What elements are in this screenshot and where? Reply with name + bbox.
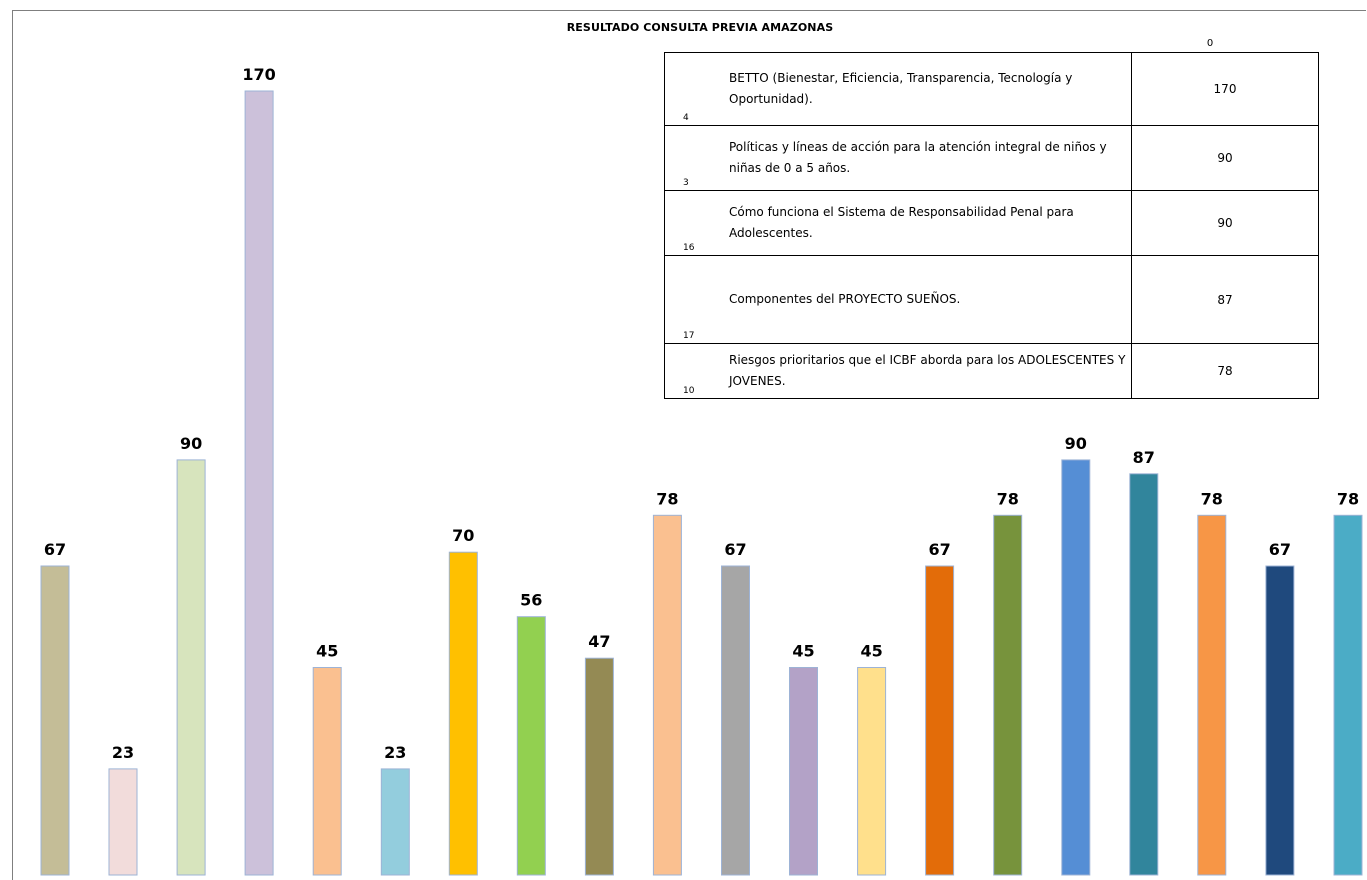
- row-id: 10: [664, 343, 727, 399]
- bar-19: [1265, 565, 1295, 876]
- row-topic: Políticas y líneas de acción para la ate…: [727, 125, 1132, 191]
- row-value: 87: [1131, 255, 1319, 344]
- bar-13-value-label: 45: [860, 642, 882, 661]
- table-row: 16 Cómo funciona el Sistema de Responsabi…: [664, 190, 1319, 256]
- bar-3: [176, 459, 206, 876]
- row-topic: Componentes del PROYECTO SUEÑOS.: [727, 255, 1132, 344]
- bar-17-value-label: 87: [1133, 448, 1155, 467]
- bar-6-value-label: 23: [384, 743, 406, 762]
- bar-14-value-label: 67: [928, 540, 950, 559]
- bar-16-value-label: 90: [1065, 434, 1087, 453]
- topics-table: 4 BETTO (Bienestar, Eficiencia, Transpare…: [664, 52, 1319, 399]
- bar-9-value-label: 47: [588, 632, 610, 651]
- bar-16: [1061, 459, 1091, 876]
- bar-10-value-label: 78: [656, 489, 678, 508]
- bar-20-value-label: 78: [1337, 489, 1359, 508]
- row-topic: Riesgos prioritarios que el ICBF aborda …: [727, 343, 1132, 399]
- table-row: 4 BETTO (Bienestar, Eficiencia, Transpare…: [664, 52, 1319, 126]
- table-header-value: 0: [1206, 38, 1214, 49]
- row-value: 90: [1131, 190, 1319, 256]
- bar-19-value-label: 67: [1269, 540, 1291, 559]
- bar-14: [925, 565, 955, 876]
- bar-15: [993, 514, 1023, 876]
- row-topic: BETTO (Bienestar, Eficiencia, Transparen…: [727, 52, 1132, 126]
- bar-6: [380, 768, 410, 876]
- row-id: 16: [664, 190, 727, 256]
- bar-4: [244, 90, 274, 876]
- bar-18-value-label: 78: [1201, 489, 1223, 508]
- bar-2: [108, 768, 138, 876]
- bar-17: [1129, 473, 1159, 876]
- row-id: 17: [664, 255, 727, 344]
- row-value: 170: [1131, 52, 1319, 126]
- bar-3-value-label: 90: [180, 434, 202, 453]
- bar-12: [789, 667, 818, 876]
- bar-13: [857, 667, 887, 876]
- bar-1: [40, 565, 70, 876]
- bar-15-value-label: 78: [997, 489, 1019, 508]
- bar-8-value-label: 56: [520, 591, 542, 610]
- bar-12-value-label: 45: [792, 642, 814, 661]
- table-row: 3 Políticas y líneas de acción para la at…: [664, 125, 1319, 191]
- bar-18: [1197, 514, 1227, 876]
- bar-2-value-label: 23: [112, 743, 134, 762]
- bar-20: [1333, 514, 1363, 876]
- table-row: 17 Componentes del PROYECTO SUEÑOS. 87: [664, 255, 1319, 344]
- bar-5-value-label: 45: [316, 642, 338, 661]
- bar-8: [516, 616, 546, 876]
- bar-11-value-label: 67: [724, 540, 746, 559]
- row-id: 4: [664, 52, 727, 126]
- bar-10: [652, 514, 682, 876]
- bar-1-value-label: 67: [44, 540, 66, 559]
- bar-9: [584, 657, 614, 876]
- bar-4-value-label: 170: [242, 65, 275, 84]
- bar-7: [448, 551, 478, 876]
- bar-11: [721, 565, 750, 876]
- bar-7-value-label: 70: [452, 526, 474, 545]
- chart-title: RESULTADO CONSULTA PREVIA AMAZONAS: [566, 21, 834, 34]
- row-id: 3: [664, 125, 727, 191]
- row-value: 90: [1131, 125, 1319, 191]
- row-topic: Cómo funciona el Sistema de Responsabili…: [727, 190, 1132, 256]
- table-row: 10 Riesgos prioritarios que el ICBF abord…: [664, 343, 1319, 399]
- bar-5: [312, 667, 342, 876]
- row-value: 78: [1131, 343, 1319, 399]
- chart-frame: [12, 10, 1366, 880]
